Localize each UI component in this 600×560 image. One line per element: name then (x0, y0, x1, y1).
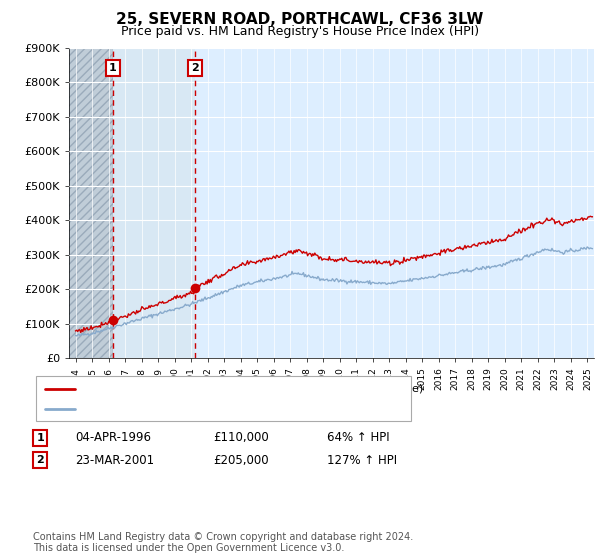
Text: Contains HM Land Registry data © Crown copyright and database right 2024.
This d: Contains HM Land Registry data © Crown c… (33, 531, 413, 553)
Bar (69, 48, 113, 358)
Text: £110,000: £110,000 (213, 431, 269, 445)
Text: Price paid vs. HM Land Registry's House Price Index (HPI): Price paid vs. HM Land Registry's House … (121, 25, 479, 38)
Text: 25, SEVERN ROAD, PORTHCAWL, CF36 3LW: 25, SEVERN ROAD, PORTHCAWL, CF36 3LW (116, 12, 484, 27)
Text: 04-APR-1996: 04-APR-1996 (75, 431, 151, 445)
Text: £205,000: £205,000 (213, 454, 269, 467)
Text: 1: 1 (109, 63, 117, 73)
Text: 127% ↑ HPI: 127% ↑ HPI (327, 454, 397, 467)
Bar (113, 48, 195, 358)
Text: HPI: Average price, detached house, Bridgend: HPI: Average price, detached house, Brid… (81, 404, 338, 414)
Text: 1: 1 (37, 433, 44, 443)
Text: 64% ↑ HPI: 64% ↑ HPI (327, 431, 389, 445)
Text: 2: 2 (37, 455, 44, 465)
Text: 2: 2 (191, 63, 199, 73)
Text: 23-MAR-2001: 23-MAR-2001 (75, 454, 154, 467)
Text: 25, SEVERN ROAD, PORTHCAWL, CF36 3LW (detached house): 25, SEVERN ROAD, PORTHCAWL, CF36 3LW (de… (81, 384, 423, 394)
